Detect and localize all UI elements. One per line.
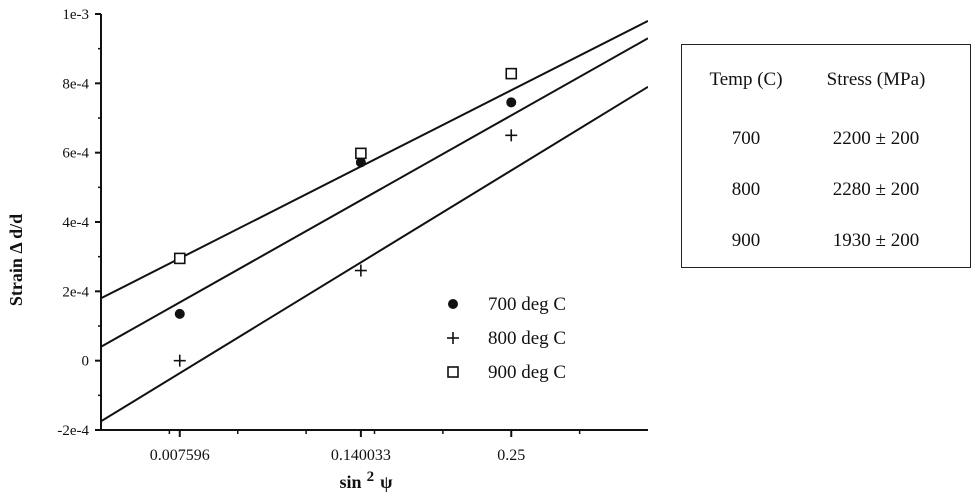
point-series-1	[174, 308, 185, 319]
fit-line-1	[101, 37, 648, 348]
x-axis-title: sin 2 ψ	[340, 469, 394, 492]
header-stress: Stress (MPa)	[826, 69, 926, 90]
results-table: Temp (C) Stress (MPa) 700 2200 ± 200 800…	[681, 44, 971, 268]
header-temp: Temp (C)	[709, 69, 783, 90]
y-tick-label: 6e-4	[62, 146, 89, 162]
table-row: 700 2200 ± 200	[696, 113, 956, 164]
x-tick-label: 0.25	[497, 447, 525, 464]
point-series-2	[505, 129, 518, 142]
point-series-3	[505, 67, 518, 80]
table-row: 800 2280 ± 200	[696, 164, 956, 215]
table-header-row: Temp (C) Stress (MPa)	[696, 65, 956, 113]
data-points	[173, 67, 518, 367]
legend: 700 deg C 800 deg C 900 deg C	[447, 294, 566, 383]
y-tick-label: 4e-4	[62, 215, 89, 231]
axis-labels: Strain Δ d/d sin 2 ψ	[6, 214, 393, 492]
cell-stress: 2200 ± 200	[832, 127, 920, 149]
legend-marker-1	[448, 299, 458, 309]
fit-lines	[101, 20, 648, 423]
cell-temp: 800	[731, 178, 761, 200]
point-series-2	[354, 264, 367, 277]
cell-stress: 2280 ± 200	[832, 178, 920, 200]
y-tick-label: 2e-4	[62, 284, 89, 300]
cell-temp: 900	[731, 229, 761, 251]
legend-marker-2	[447, 332, 459, 344]
results-table-grid: Temp (C) Stress (MPa) 700 2200 ± 200 800…	[696, 65, 956, 266]
x-axis-title-symbol: ψ	[380, 472, 393, 492]
x-tick-label: 0.140033	[331, 447, 391, 464]
point-series-3	[173, 252, 186, 265]
legend-marker-3	[447, 366, 459, 378]
table-row: 900 1930 ± 200	[696, 215, 956, 266]
legend-label: 900 deg C	[488, 362, 566, 383]
x-axis-title-base: sin	[340, 472, 362, 492]
cell-stress: 1930 ± 200	[832, 229, 920, 251]
point-series-1	[506, 97, 517, 108]
y-tick-label: 1e-3	[62, 7, 89, 23]
x-tick-label: 0.007596	[150, 447, 210, 464]
legend-label: 800 deg C	[488, 328, 566, 349]
y-tick-label: 8e-4	[62, 76, 89, 92]
fit-line-3	[101, 20, 648, 300]
y-axis-title: Strain Δ d/d	[6, 214, 26, 306]
point-series-2	[173, 354, 186, 367]
fit-line-2	[101, 85, 648, 423]
point-series-3	[355, 147, 367, 160]
legend-label: 700 deg C	[488, 294, 566, 315]
y-tick-label: 0	[82, 354, 90, 370]
axes: -2e-4 0 2e-4 4e-4 6e-4 8e-4 1e-3 0.007596 0.1400…	[57, 7, 648, 464]
y-tick-label: -2e-4	[57, 423, 89, 439]
cell-temp: 700	[731, 127, 761, 149]
x-axis-title-sup: 2	[367, 469, 375, 485]
point-series-1	[355, 157, 366, 168]
